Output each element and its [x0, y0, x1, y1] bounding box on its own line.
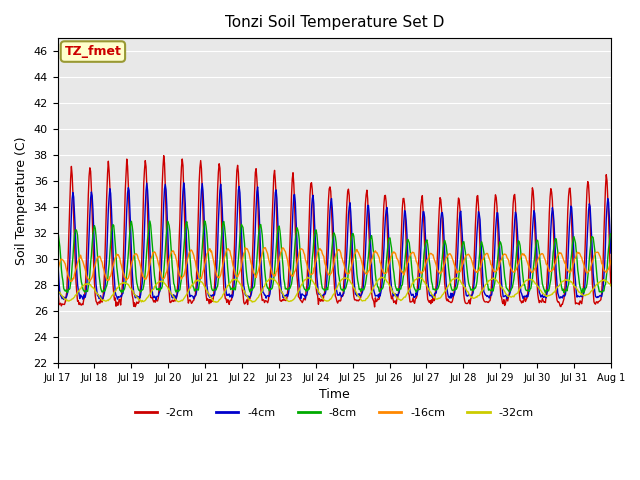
-8cm: [403, 245, 410, 251]
-2cm: [371, 304, 378, 310]
Line: -2cm: -2cm: [58, 156, 611, 307]
-4cm: [54, 251, 61, 256]
-32cm: [607, 283, 614, 288]
-32cm: [64, 297, 72, 303]
Line: -4cm: -4cm: [58, 183, 611, 300]
-2cm: [207, 300, 214, 306]
-4cm: [207, 294, 215, 300]
-4cm: [607, 250, 614, 256]
-16cm: [419, 269, 427, 275]
-8cm: [201, 218, 209, 224]
-4cm: [180, 180, 188, 186]
-32cm: [54, 287, 61, 293]
-2cm: [64, 270, 72, 276]
Line: -16cm: -16cm: [58, 248, 611, 281]
-8cm: [419, 269, 426, 275]
-32cm: [403, 291, 411, 297]
Title: Tonzi Soil Temperature Set D: Tonzi Soil Temperature Set D: [225, 15, 444, 30]
X-axis label: Time: Time: [319, 388, 349, 401]
-2cm: [54, 279, 61, 285]
-8cm: [54, 228, 61, 234]
-16cm: [403, 263, 411, 268]
-16cm: [177, 276, 185, 282]
-2cm: [160, 153, 168, 158]
-2cm: [177, 165, 185, 170]
-8cm: [607, 231, 614, 237]
-4cm: [177, 223, 185, 229]
-2cm: [419, 208, 427, 214]
-32cm: [206, 294, 214, 300]
-8cm: [207, 279, 214, 285]
-16cm: [54, 266, 61, 272]
-16cm: [64, 271, 72, 276]
Text: TZ_fmet: TZ_fmet: [65, 45, 122, 58]
-16cm: [86, 278, 93, 284]
-16cm: [607, 257, 614, 263]
Line: -32cm: -32cm: [58, 277, 611, 302]
-32cm: [212, 300, 220, 305]
-16cm: [241, 245, 249, 251]
-4cm: [419, 209, 427, 215]
-32cm: [121, 280, 129, 286]
-16cm: [207, 249, 214, 255]
-4cm: [403, 231, 411, 237]
-8cm: [578, 290, 586, 296]
-2cm: [121, 215, 129, 220]
-32cm: [177, 298, 184, 304]
Y-axis label: Soil Temperature (C): Soil Temperature (C): [15, 136, 28, 265]
-4cm: [121, 265, 129, 271]
Legend: -2cm, -4cm, -8cm, -16cm, -32cm: -2cm, -4cm, -8cm, -16cm, -32cm: [131, 404, 538, 422]
-32cm: [419, 277, 427, 283]
-8cm: [177, 281, 184, 287]
-4cm: [152, 297, 160, 302]
-2cm: [607, 283, 614, 288]
-2cm: [403, 261, 411, 267]
-8cm: [64, 289, 72, 295]
-8cm: [121, 286, 129, 292]
Line: -8cm: -8cm: [58, 221, 611, 293]
-32cm: [378, 275, 385, 280]
-16cm: [122, 275, 129, 280]
-4cm: [64, 290, 72, 296]
